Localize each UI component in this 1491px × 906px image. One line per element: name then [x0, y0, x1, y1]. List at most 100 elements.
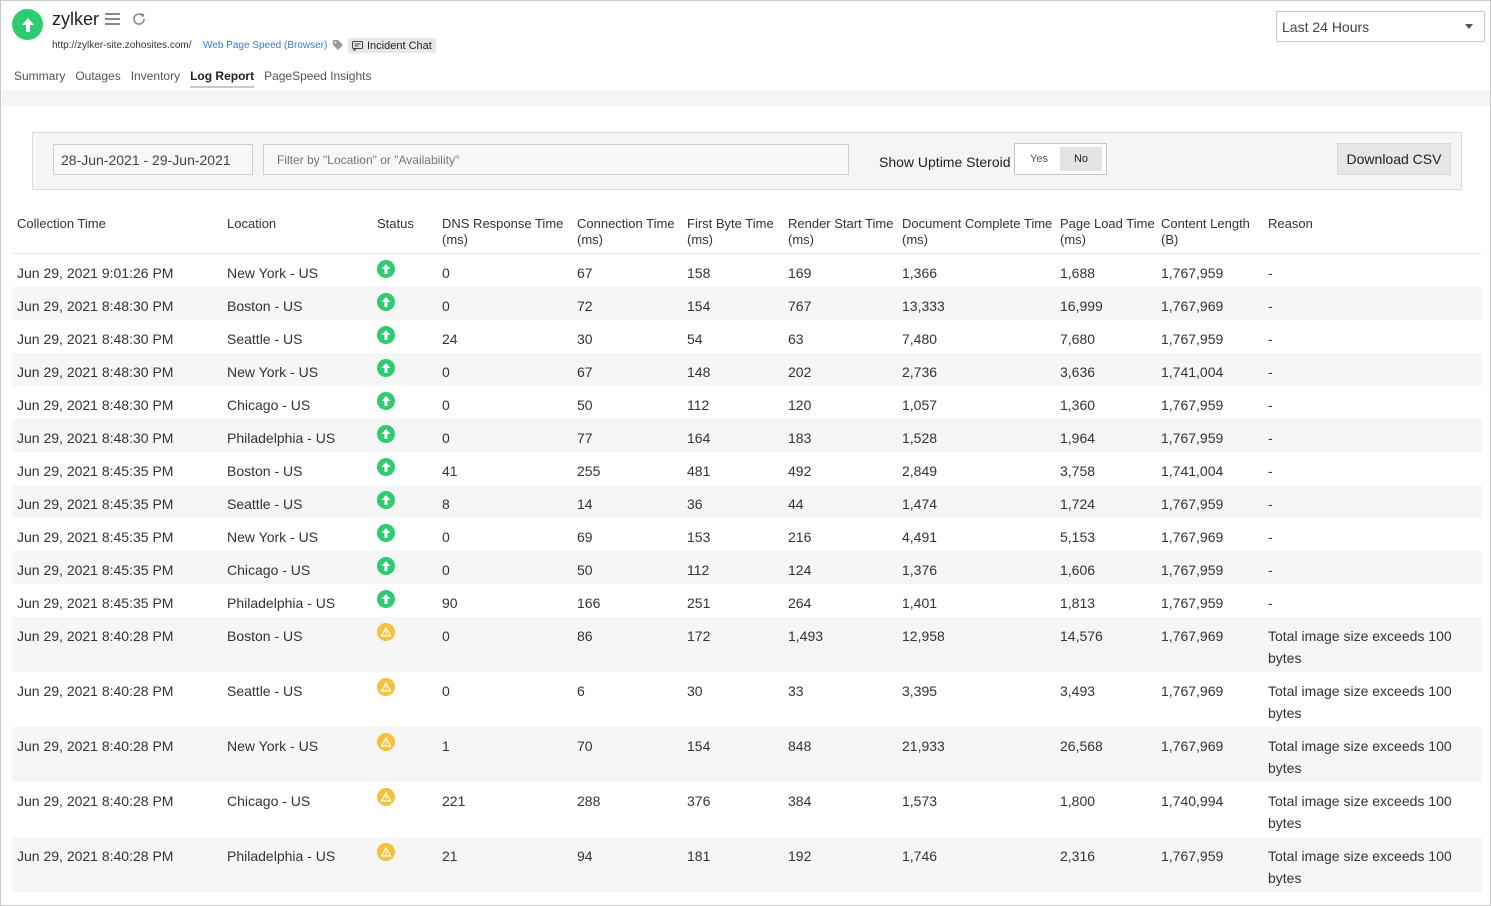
column-header-page-load-time[interactable]: Page Load Time (ms)	[1060, 216, 1155, 248]
table-row[interactable]: Jun 29, 2021 8:45:35 PM Chicago - US 0 50 11…	[12, 551, 1482, 584]
column-header-unit: (ms)	[442, 232, 468, 247]
toggle-yes[interactable]: Yes	[1030, 153, 1048, 165]
cell-document-complete-time: 1,057	[902, 397, 938, 413]
cell-reason: Total image size exceeds 100 bytes	[1268, 628, 1452, 666]
cell-document-complete-time: 7,480	[902, 331, 938, 347]
arrow-up-circle-icon	[377, 260, 395, 278]
location-filter-input[interactable]	[263, 144, 849, 175]
tag-icon[interactable]	[332, 38, 344, 50]
cell-location: Chicago - US	[227, 793, 311, 809]
monitor-status-up-icon	[12, 9, 43, 40]
arrow-up-circle-icon	[377, 326, 395, 344]
status-cell	[377, 392, 395, 410]
column-header-unit: (ms)	[687, 232, 713, 247]
table-row[interactable]: Jun 29, 2021 9:01:26 PM New York - US 0 67 1…	[12, 254, 1482, 287]
status-cell	[377, 557, 395, 575]
table-row[interactable]: Jun 29, 2021 8:48:30 PM Philadelphia - US…	[12, 419, 1482, 452]
uptime-steroid-toggle[interactable]: Yes No	[1014, 143, 1107, 175]
cell-content-length: 1,767,969	[1161, 298, 1224, 314]
table-row[interactable]: Jun 29, 2021 8:40:28 PM Philadelphia - US…	[12, 837, 1482, 892]
cell-location: Boston - US	[227, 298, 303, 314]
cell-collection-time: Jun 29, 2021 8:48:30 PM	[17, 397, 174, 413]
table-row[interactable]: Jun 29, 2021 8:40:28 PM New York - US 1 70 1…	[12, 727, 1482, 782]
cell-first-byte-time: 54	[687, 331, 703, 347]
tab-summary[interactable]: Summary	[14, 69, 66, 83]
incident-chat-button[interactable]: Incident Chat	[348, 38, 436, 53]
cell-reason: -	[1268, 331, 1273, 347]
cell-render-start-time: 1,493	[788, 628, 824, 644]
status-cell	[377, 260, 395, 278]
table-row[interactable]: Jun 29, 2021 8:45:35 PM New York - US 0 69 1…	[12, 518, 1482, 551]
cell-content-length: 1,767,959	[1161, 848, 1224, 864]
cell-collection-time: Jun 29, 2021 8:40:28 PM	[17, 628, 174, 644]
cell-document-complete-time: 3,395	[902, 683, 938, 699]
cell-first-byte-time: 112	[687, 562, 710, 578]
cell-document-complete-time: 21,933	[902, 738, 945, 754]
period-select[interactable]: Last 24 Hours	[1276, 11, 1485, 42]
cell-collection-time: Jun 29, 2021 8:48:30 PM	[17, 364, 174, 380]
date-range-picker[interactable]: 28-Jun-2021 - 29-Jun-2021	[53, 144, 253, 175]
header-separator	[2, 90, 1490, 106]
arrow-up-circle-icon	[377, 392, 395, 410]
column-header-collection-time[interactable]: Collection Time	[17, 216, 106, 232]
tab-pagespeed-insights[interactable]: PageSpeed Insights	[264, 69, 372, 83]
cell-reason: -	[1268, 529, 1273, 545]
monitor-name: zylker	[52, 9, 100, 29]
table-row[interactable]: Jun 29, 2021 8:48:30 PM Chicago - US 0 50 11…	[12, 386, 1482, 419]
table-row[interactable]: Jun 29, 2021 8:40:28 PM Boston - US 0 86 172…	[12, 617, 1482, 672]
column-header-status[interactable]: Status	[377, 216, 414, 232]
table-row[interactable]: Jun 29, 2021 8:40:28 PM Chicago - US 221 28…	[12, 782, 1482, 837]
column-header-reason[interactable]: Reason	[1268, 216, 1313, 232]
status-cell	[377, 359, 395, 377]
cell-location: Boston - US	[227, 628, 303, 644]
cell-first-byte-time: 251	[687, 595, 711, 611]
cell-content-length: 1,767,969	[1161, 738, 1224, 754]
refresh-icon[interactable]	[131, 11, 147, 27]
cell-location: Seattle - US	[227, 683, 303, 699]
cell-location: Chicago - US	[227, 397, 311, 413]
column-header-content-length[interactable]: Content Length (B)	[1161, 216, 1250, 248]
cell-dns-response-time: 24	[442, 331, 458, 347]
table-row[interactable]: Jun 29, 2021 8:40:28 PM Seattle - US 0 6 30 3…	[12, 672, 1482, 727]
table-row[interactable]: Jun 29, 2021 8:45:35 PM Seattle - US 8 14 36…	[12, 485, 1482, 518]
status-cell	[377, 524, 395, 542]
tab-log-report[interactable]: Log Report	[190, 69, 255, 88]
cell-page-load-time: 5,153	[1060, 529, 1096, 545]
status-cell	[377, 293, 395, 311]
column-header-location[interactable]: Location	[227, 216, 276, 232]
toggle-no[interactable]: No	[1060, 147, 1102, 171]
table-row[interactable]: Jun 29, 2021 8:45:35 PM Boston - US 41 255 4…	[12, 452, 1482, 485]
arrow-up-circle-icon	[377, 590, 395, 608]
cell-connection-time: 288	[577, 793, 601, 809]
cell-collection-time: Jun 29, 2021 8:45:35 PM	[17, 463, 174, 479]
cell-collection-time: Jun 29, 2021 8:40:28 PM	[17, 848, 174, 864]
download-csv-button[interactable]: Download CSV	[1337, 143, 1451, 175]
cell-first-byte-time: 376	[687, 793, 711, 809]
column-header-document-complete-time[interactable]: Document Complete Time (ms)	[902, 216, 1052, 248]
table-row[interactable]: Jun 29, 2021 8:48:30 PM Seattle - US 24 30 5…	[12, 320, 1482, 353]
tab-outages[interactable]: Outages	[75, 69, 121, 83]
cell-page-load-time: 3,758	[1060, 463, 1096, 479]
cell-reason: Total image size exceeds 100 bytes	[1268, 738, 1452, 776]
cell-content-length: 1,767,969	[1161, 529, 1224, 545]
table-row[interactable]: Jun 29, 2021 8:48:30 PM Boston - US 0 72 154…	[12, 287, 1482, 320]
column-header-label: Connection Time	[577, 216, 675, 231]
column-header-render-start-time[interactable]: Render Start Time (ms)	[788, 216, 894, 248]
column-header-connection-time[interactable]: Connection Time (ms)	[577, 216, 675, 248]
cell-reason: Total image size exceeds 100 bytes	[1268, 793, 1452, 831]
cell-location: Philadelphia - US	[227, 430, 336, 446]
table-row[interactable]: Jun 29, 2021 8:45:35 PM Philadelphia - US…	[12, 584, 1482, 617]
monitor-type-link[interactable]: Web Page Speed (Browser)	[203, 40, 328, 51]
arrow-up-circle-icon	[377, 359, 395, 377]
cell-first-byte-time: 154	[687, 298, 711, 314]
table-row[interactable]: Jun 29, 2021 8:48:30 PM New York - US 0 67 1…	[12, 353, 1482, 386]
cell-connection-time: 166	[577, 595, 601, 611]
tab-inventory[interactable]: Inventory	[130, 69, 181, 83]
menu-icon[interactable]	[105, 13, 120, 26]
cell-dns-response-time: 21	[442, 848, 458, 864]
column-header-dns-response-time[interactable]: DNS Response Time (ms)	[442, 216, 563, 248]
column-header-first-byte-time[interactable]: First Byte Time (ms)	[687, 216, 774, 248]
cell-document-complete-time: 2,736	[902, 364, 938, 380]
cell-page-load-time: 7,680	[1060, 331, 1096, 347]
